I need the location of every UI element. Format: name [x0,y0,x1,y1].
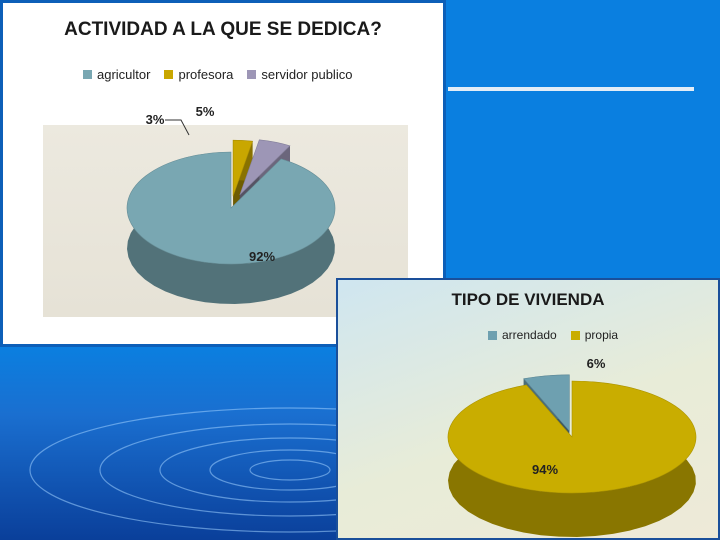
legend-swatch [83,70,92,79]
legend-label: servidor publico [261,67,353,82]
legend-swatch [247,70,257,79]
legend-swatch [488,330,497,340]
legend-item: servidor publico [247,67,352,82]
legend-item: propia [570,328,619,342]
pie-slice [523,374,570,432]
pie-slice [239,139,291,196]
legend-item: arrendado [488,328,557,342]
legend-label: agricultor [97,67,151,82]
legend-swatch [164,70,174,79]
legend-item: agricultor [83,67,150,82]
leader-line [165,119,190,136]
pie-data-label: 6% [587,356,606,371]
pie-chart: 6% 94% [447,356,697,537]
chart-legend: agricultor profesora servidor publico [83,67,352,82]
legend-swatch [570,330,580,340]
chart-panel-vivienda: TIPO DE VIVIENDA arrendado propia 6% 94% [336,278,720,540]
pie-data-label: 5% [196,104,215,119]
pie-chart: 92% 3% 5% [126,104,336,304]
pie-data-label: 3% [146,112,165,127]
legend-label: arrendado [502,328,557,342]
chart-title: ACTIVIDAD A LA QUE SE DEDICA? [64,19,382,40]
legend-label: profesora [178,67,234,82]
legend-item: profesora [164,67,233,82]
pie-data-label: 94% [532,462,558,477]
pie-slice [447,380,697,494]
chart-legend: arrendado propia [488,328,618,342]
pie-data-label: 92% [249,249,275,264]
legend-label: propia [584,328,619,342]
pie-slice [232,139,253,197]
chart-title: TIPO DE VIVIENDA [451,290,605,309]
pie-slice [126,151,336,265]
